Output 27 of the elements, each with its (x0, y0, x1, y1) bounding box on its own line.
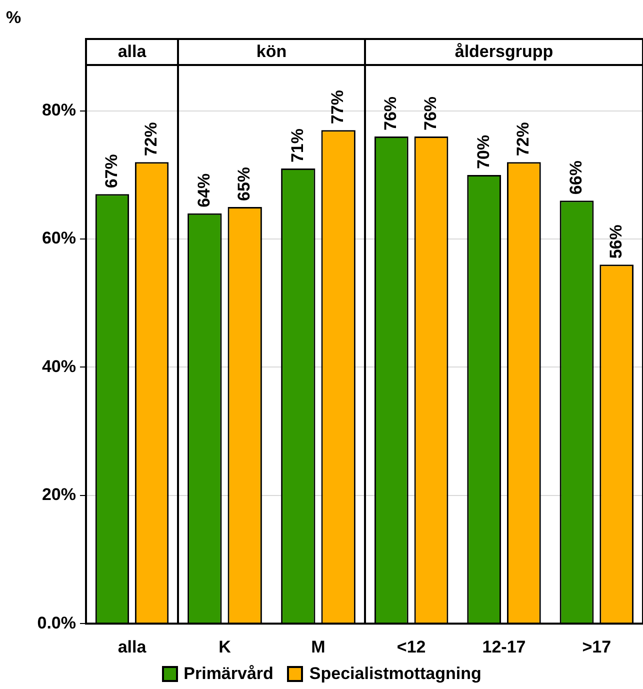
data-label: 65% (234, 166, 254, 201)
data-label: 67% (102, 154, 121, 188)
data-label: 64% (194, 173, 214, 208)
data-label: 72% (514, 122, 533, 156)
data-label: 70% (474, 134, 493, 169)
data-label: 76% (381, 96, 400, 130)
data-label: 77% (328, 90, 348, 124)
y-tick-label: 60% (42, 228, 76, 248)
legend-label: Primärvård (184, 664, 274, 684)
data-label: 72% (141, 122, 160, 156)
data-label: 56% (606, 224, 626, 259)
chart-title: åldersgrupp (364, 38, 643, 66)
x-tick-label: 12-17 (482, 637, 526, 656)
x-tick-label: <12 (396, 637, 426, 656)
x-tick-label: K (218, 637, 232, 656)
data-label: 71% (288, 128, 307, 163)
x-tick-label: >17 (582, 637, 612, 656)
y-tick-label: 0.0% (37, 613, 76, 632)
data-label: 66% (566, 160, 586, 195)
y-tick-label: 40% (42, 356, 76, 376)
y-tick-label: 20% (42, 485, 76, 504)
chart-title: kön (177, 38, 366, 66)
x-tick-label: M (311, 637, 326, 656)
y-tick-label: 80% (42, 100, 76, 120)
legend-label: Specialistmottagning (309, 664, 482, 684)
data-label: 76% (420, 96, 440, 130)
y-axis-title: % (6, 8, 22, 28)
